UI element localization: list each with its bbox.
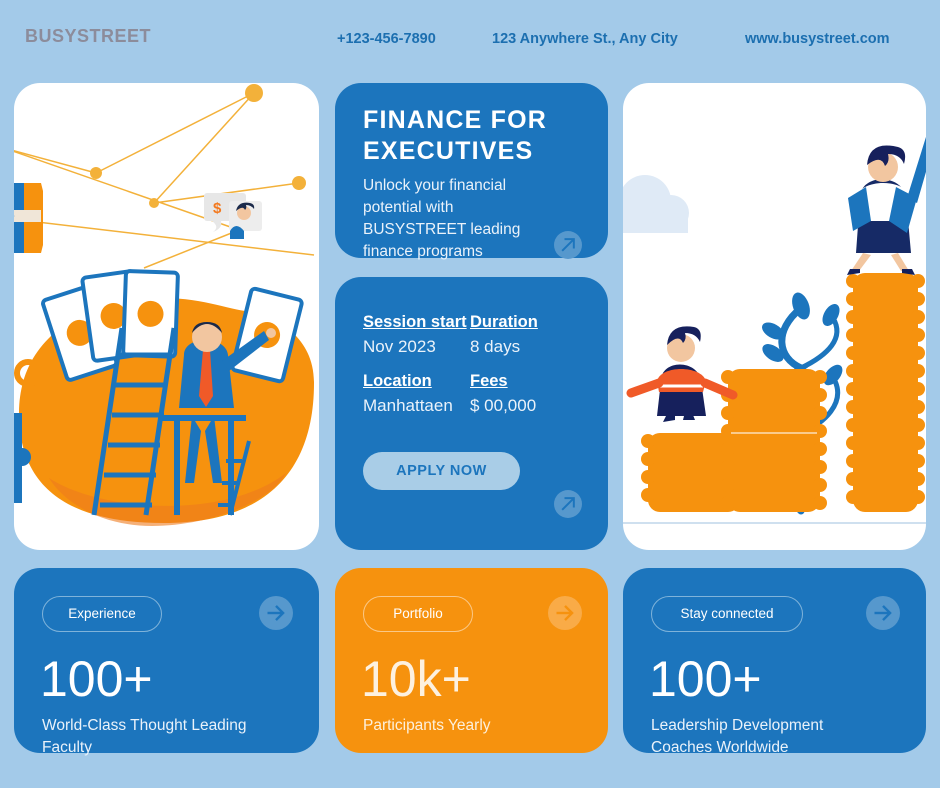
svg-text:$: $ bbox=[213, 200, 222, 217]
